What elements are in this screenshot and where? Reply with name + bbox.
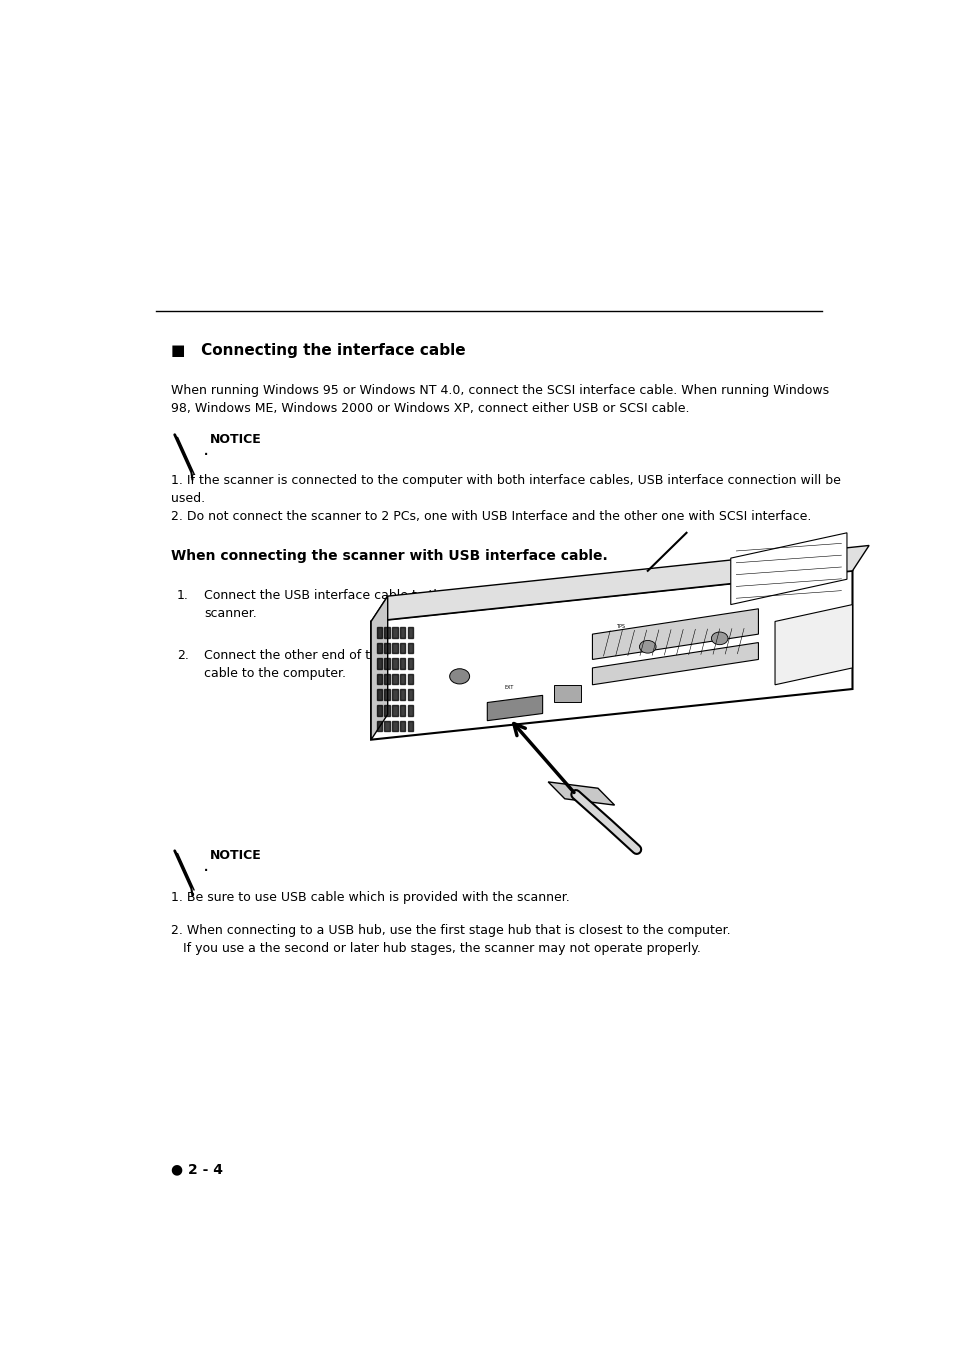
Bar: [384, 689, 390, 700]
Bar: [376, 658, 382, 669]
Bar: [384, 705, 390, 716]
Circle shape: [711, 632, 727, 644]
Text: 2.: 2.: [176, 648, 189, 662]
Bar: [399, 658, 405, 669]
Polygon shape: [371, 570, 852, 740]
Bar: [407, 689, 413, 700]
Bar: [399, 627, 405, 638]
Polygon shape: [730, 532, 846, 605]
Bar: [407, 674, 413, 685]
Bar: [384, 720, 390, 731]
Bar: [376, 627, 382, 638]
Bar: [384, 643, 390, 653]
Bar: [376, 674, 382, 685]
Polygon shape: [371, 596, 387, 740]
Bar: [407, 627, 413, 638]
Bar: [384, 627, 390, 638]
Bar: [399, 689, 405, 700]
Bar: [392, 689, 397, 700]
Circle shape: [449, 669, 469, 684]
Bar: [392, 705, 397, 716]
Text: ■   Connecting the interface cable: ■ Connecting the interface cable: [171, 343, 465, 358]
Bar: [399, 643, 405, 653]
Text: Connect the other end of the USB interface
cable to the computer.: Connect the other end of the USB interfa…: [204, 648, 476, 680]
Bar: [407, 720, 413, 731]
Text: Connect the USB interface cable to the
scanner.: Connect the USB interface cable to the s…: [204, 589, 449, 620]
Text: 1.: 1.: [176, 589, 189, 601]
Bar: [399, 674, 405, 685]
Text: .: .: [203, 440, 209, 459]
Polygon shape: [774, 605, 852, 685]
Text: When connecting the scanner with USB interface cable.: When connecting the scanner with USB int…: [171, 549, 607, 563]
Bar: [399, 720, 405, 731]
Bar: [384, 658, 390, 669]
Bar: [376, 643, 382, 653]
Polygon shape: [592, 643, 758, 685]
Text: 2. Do not connect the scanner to 2 PCs, one with USB Interface and the other one: 2. Do not connect the scanner to 2 PCs, …: [171, 509, 811, 523]
Bar: [392, 627, 397, 638]
Polygon shape: [548, 782, 614, 805]
Bar: [392, 674, 397, 685]
Bar: [553, 685, 580, 701]
Bar: [376, 705, 382, 716]
Bar: [407, 705, 413, 716]
Text: 1. If the scanner is connected to the computer with both interface cables, USB i: 1. If the scanner is connected to the co…: [171, 474, 840, 505]
Bar: [376, 720, 382, 731]
Text: 1. Be sure to use USB cable which is provided with the scanner.: 1. Be sure to use USB cable which is pro…: [171, 892, 569, 904]
Text: When running Windows 95 or Windows NT 4.0, connect the SCSI interface cable. Whe: When running Windows 95 or Windows NT 4.…: [171, 384, 828, 415]
Text: 2. When connecting to a USB hub, use the first stage hub that is closest to the : 2. When connecting to a USB hub, use the…: [171, 924, 730, 955]
Bar: [392, 720, 397, 731]
Text: ● 2 - 4: ● 2 - 4: [171, 1162, 223, 1177]
Bar: [384, 674, 390, 685]
Polygon shape: [371, 546, 868, 621]
Text: NOTICE: NOTICE: [210, 848, 262, 862]
Bar: [376, 689, 382, 700]
Text: .: .: [203, 857, 209, 875]
Circle shape: [639, 640, 656, 653]
Text: TPS: TPS: [615, 624, 624, 628]
Bar: [399, 705, 405, 716]
Bar: [392, 643, 397, 653]
Text: EXT: EXT: [504, 685, 514, 690]
Polygon shape: [592, 609, 758, 659]
Polygon shape: [487, 696, 542, 720]
Text: NOTICE: NOTICE: [210, 432, 262, 446]
Bar: [392, 658, 397, 669]
Bar: [407, 658, 413, 669]
Bar: [407, 643, 413, 653]
